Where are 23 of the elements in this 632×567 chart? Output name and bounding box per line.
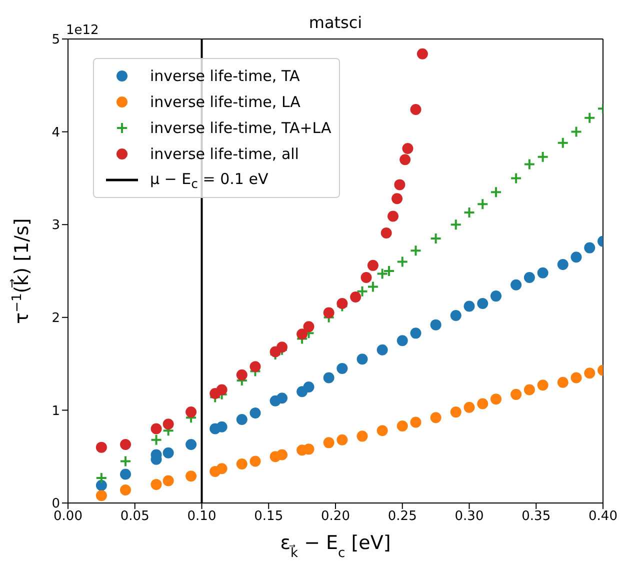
x-tick-label: 0.30 xyxy=(454,509,484,524)
ref-line-label: μ − E$_{c}$ = 0.1 eV xyxy=(150,170,268,190)
chart-title: matsci xyxy=(308,13,362,32)
x-tick-label: 0.10 xyxy=(187,509,216,524)
legend-label: inverse life-time, LA xyxy=(150,93,300,111)
legend-label: inverse life-time, all xyxy=(150,145,299,163)
y-tick-label: 0 xyxy=(52,496,60,512)
x-tick-label: 0.00 xyxy=(54,509,82,524)
y-tick-label: 5 xyxy=(52,32,60,48)
x-tick-label: 0.20 xyxy=(321,509,350,524)
x-tick-label: 0.25 xyxy=(388,509,417,524)
y-tick-label: 3 xyxy=(52,218,60,234)
x-tick-label: 0.05 xyxy=(120,509,150,524)
x-axis-title: ε$_{k⃗}$ − E$_{c}$ [eV] xyxy=(280,532,391,560)
y-tick-label: 1 xyxy=(52,404,60,419)
text: 1e12 xyxy=(66,23,99,38)
legend-label: inverse life-time, TA xyxy=(150,67,300,85)
legend-label: inverse life-time, TA+LA xyxy=(150,119,332,137)
x-tick-label: 0.15 xyxy=(254,509,284,524)
x-tick-label: 0.35 xyxy=(522,509,551,524)
y-tick-label: 2 xyxy=(52,311,60,326)
x-tick-label: 0.40 xyxy=(588,509,618,524)
y-tick-label: 4 xyxy=(52,125,60,140)
